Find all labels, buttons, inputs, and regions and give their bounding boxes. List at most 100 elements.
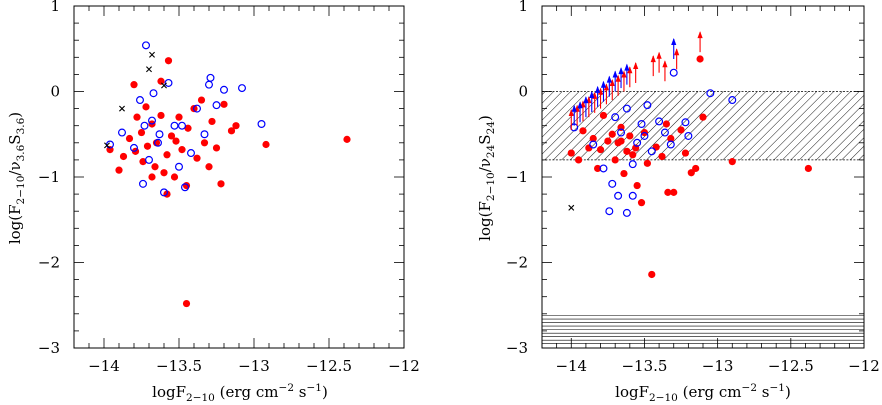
left-point-open — [145, 155, 154, 164]
arrow-head — [674, 48, 680, 56]
right-point-open — [628, 191, 637, 200]
right-point-open — [655, 117, 664, 126]
arrow-head — [603, 83, 609, 91]
left-point-filled — [167, 132, 176, 140]
right-point-open — [647, 147, 656, 156]
right-point-filled — [664, 188, 672, 196]
left-point-filled — [170, 173, 179, 181]
right-point-filled — [594, 164, 602, 173]
left-point-open — [181, 183, 190, 192]
right-limit-arrow — [674, 48, 680, 70]
right-y-tick-label: −3 — [506, 339, 528, 357]
arrow-head — [624, 63, 630, 71]
right-band-hatch — [542, 91, 864, 161]
right-limit-arrow — [662, 60, 668, 82]
arrow-head — [618, 67, 624, 75]
right-point-filled — [681, 149, 690, 157]
left-x-tick-label: −13 — [238, 357, 270, 375]
left-point-filled — [182, 181, 191, 190]
right-point-filled — [728, 158, 736, 166]
left-point-filled — [115, 166, 123, 174]
left-point-open — [205, 80, 214, 89]
right-limit-arrow — [697, 31, 703, 53]
left-panel: −14 −13.5 −13 −12.5 −12 −3 −2 −1 0 1 logF2−10 (er… — [6, 0, 420, 404]
right-y-tick-label: 1 — [518, 0, 528, 15]
right-limit-arrow — [606, 75, 612, 97]
right-point-filled — [670, 188, 678, 196]
left-point-open — [257, 119, 266, 128]
left-y-tick-label: 1 — [50, 0, 60, 15]
right-limit-arrow — [618, 67, 624, 89]
arrow-head — [577, 101, 583, 109]
right-point-filled — [633, 181, 641, 190]
left-point-open — [178, 121, 187, 130]
right-point-open — [728, 96, 737, 105]
right-x-axis-title: logF2−10 (erg cm−2 s−1) — [615, 382, 791, 404]
arrow-head — [571, 104, 577, 112]
right-point-open — [706, 89, 715, 98]
right-limit-arrow — [656, 51, 662, 73]
right-point-open — [640, 131, 649, 140]
left-point-cross — [119, 105, 125, 112]
right-limit-arrow — [595, 85, 601, 107]
left-x-tick-label: −13.5 — [156, 357, 202, 375]
left-point-filled — [262, 140, 270, 149]
arrow-head — [609, 79, 615, 87]
left-point-filled — [133, 113, 141, 121]
left-point-open — [154, 138, 163, 147]
left-ticks — [73, 5, 405, 349]
left-markers — [104, 41, 351, 308]
left-point-filled — [163, 151, 171, 159]
left-y-tick-label: −3 — [38, 339, 60, 357]
right-point-filled — [579, 127, 587, 135]
left-point-filled — [212, 144, 221, 152]
left-point-filled — [160, 169, 168, 177]
left-point-open — [139, 179, 148, 188]
right-limit-arrow — [571, 104, 577, 126]
right-point-filled — [567, 149, 575, 157]
left-point-open — [148, 116, 157, 125]
left-tick-labels: −14 −13.5 −13 −12.5 −12 −3 −2 −1 0 1 — [38, 0, 420, 375]
left-point-open — [170, 121, 179, 130]
right-y-axis-title: log(F2−10/ν24S24) — [476, 115, 497, 241]
right-y-tick-label: 0 — [518, 83, 528, 101]
left-point-open — [130, 143, 139, 152]
right-limit-arrow — [615, 74, 621, 96]
left-point-filled — [130, 81, 138, 89]
left-y-axis-title: log(F2−10/ν3.6S3.6) — [6, 112, 27, 244]
right-point-open — [622, 104, 631, 113]
right-point-filled — [667, 134, 675, 143]
right-point-open — [628, 160, 637, 169]
right-ticks — [541, 5, 865, 349]
right-point-open — [684, 131, 693, 140]
right-point-open — [589, 140, 598, 149]
left-point-filled — [137, 128, 146, 137]
right-point-filled — [629, 151, 637, 159]
right-limit-arrow — [650, 55, 656, 77]
left-point-cross — [161, 82, 167, 89]
right-limit-arrow — [609, 79, 615, 101]
left-point-filled — [119, 152, 128, 161]
cross-stroke — [568, 204, 575, 211]
right-point-filled — [608, 130, 616, 138]
left-point-filled — [208, 117, 216, 126]
left-point-filled — [164, 57, 173, 65]
right-point-open — [637, 119, 646, 128]
right-point-filled — [692, 164, 700, 173]
right-limit-arrow — [568, 108, 574, 130]
left-point-filled — [143, 142, 152, 150]
left-point-open — [206, 73, 215, 82]
right-point-open — [608, 179, 617, 188]
right-tick-labels: −14 −13.5 −13 −12.5 −12 −3 −2 −1 0 1 — [506, 0, 880, 375]
left-point-filled — [193, 154, 201, 162]
right-point-open — [605, 207, 614, 216]
left-point-cross — [104, 142, 110, 149]
right-limit-arrow — [612, 70, 618, 92]
left-point-filled — [343, 135, 351, 143]
right-point-open — [617, 128, 626, 137]
right-point-filled — [699, 113, 707, 121]
left-point-filled — [205, 163, 213, 171]
left-point-filled — [232, 122, 240, 130]
left-point-filled — [220, 100, 228, 108]
left-point-open — [117, 128, 126, 137]
